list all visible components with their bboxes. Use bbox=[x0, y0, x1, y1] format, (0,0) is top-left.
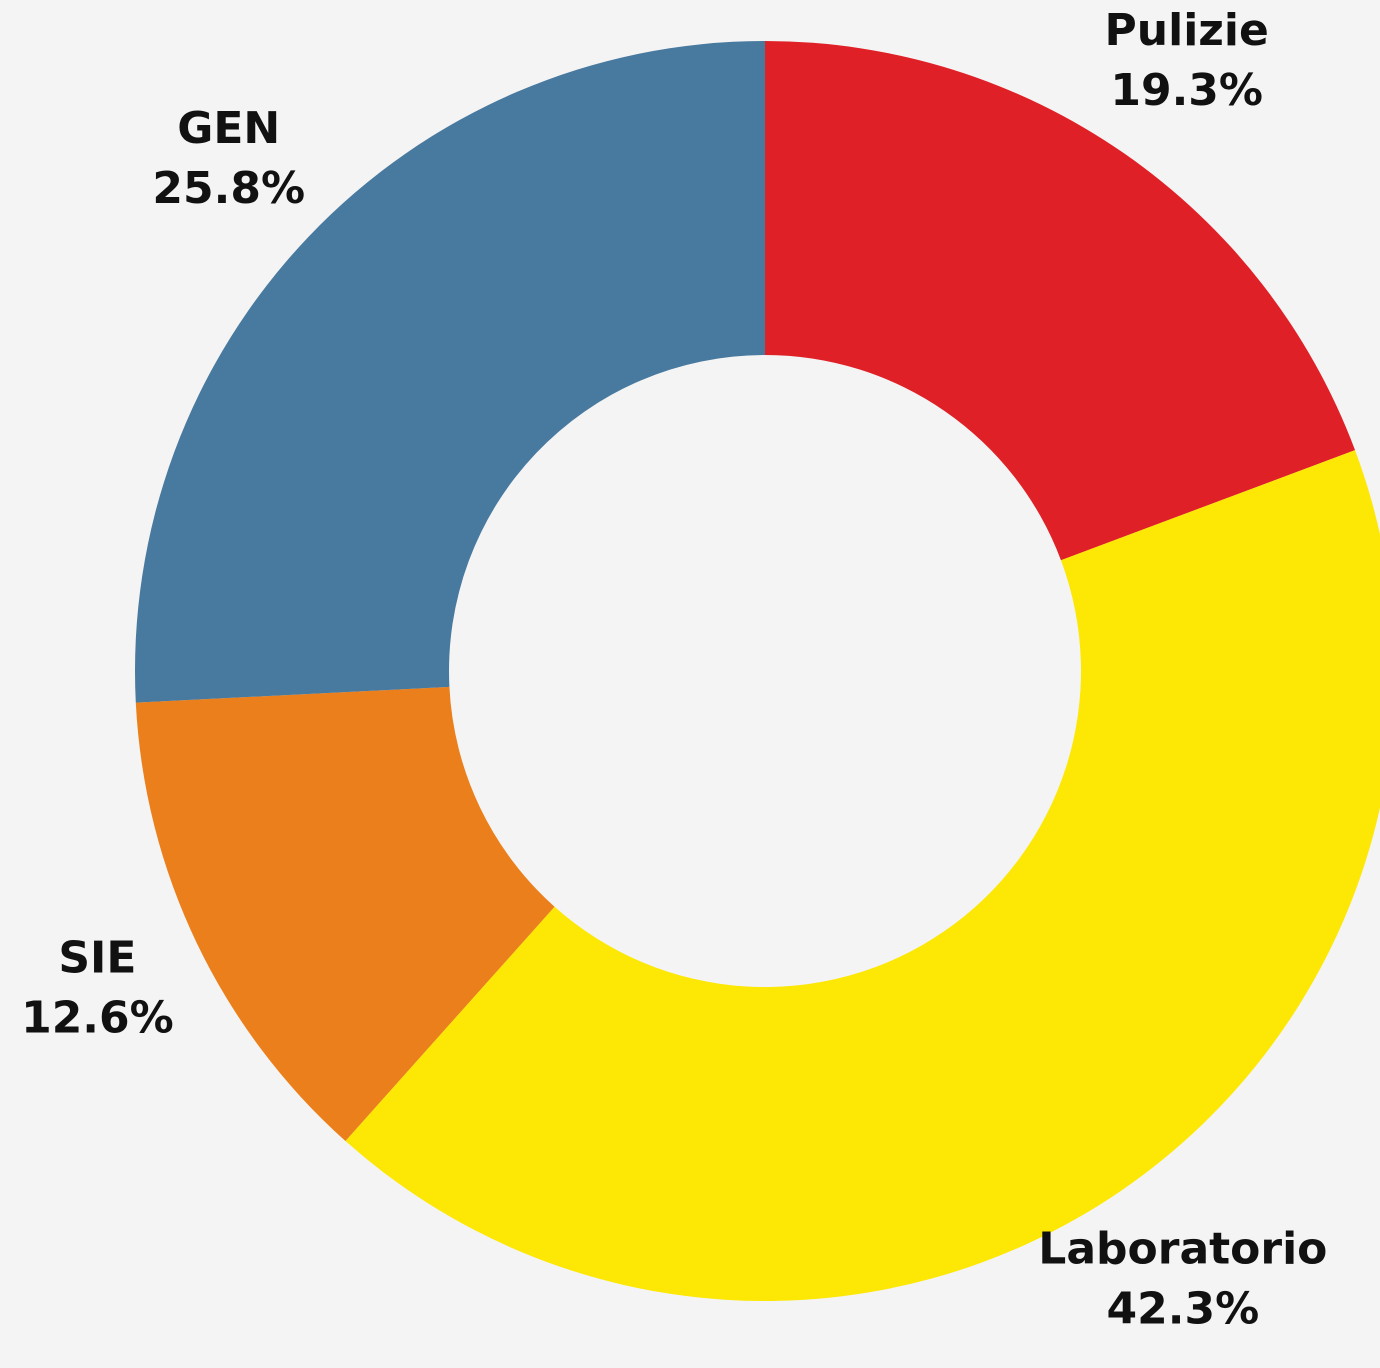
slice-label: Pulizie bbox=[1105, 5, 1269, 56]
donut-slice bbox=[135, 41, 765, 703]
donut-slice bbox=[345, 450, 1380, 1301]
slice-value-label: 25.8% bbox=[152, 163, 305, 214]
slice-value-label: 19.3% bbox=[1110, 65, 1263, 116]
slice-label: SIE bbox=[58, 932, 136, 983]
slice-label: GEN bbox=[177, 103, 280, 154]
donut-slice bbox=[765, 41, 1356, 561]
slice-value-label: 42.3% bbox=[1107, 1284, 1260, 1335]
slice-value-label: 12.6% bbox=[21, 992, 174, 1043]
donut-slice bbox=[135, 686, 555, 1141]
slice-label: Laboratorio bbox=[1038, 1224, 1327, 1275]
